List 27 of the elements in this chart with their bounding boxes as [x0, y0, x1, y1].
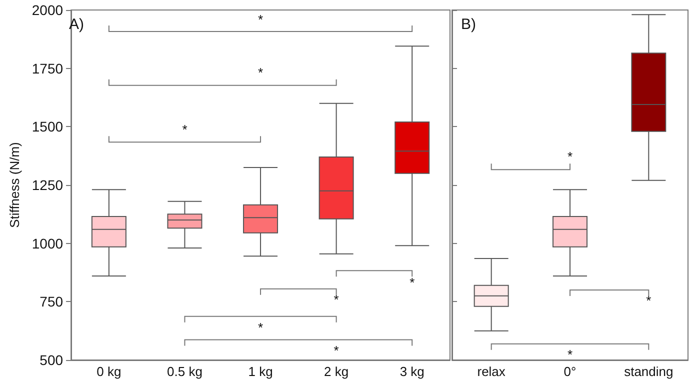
- x-tick-label: relax: [477, 364, 506, 379]
- y-tick-label: 1000: [32, 235, 64, 252]
- annotation: *: [567, 149, 573, 164]
- y-tick-label: 1250: [32, 177, 64, 193]
- y-tick-label: 1750: [32, 60, 64, 76]
- annotation: B): [461, 16, 476, 33]
- annotation: *: [334, 342, 339, 358]
- annotation: *: [410, 275, 415, 290]
- x-tick-label: 0.5 kg: [167, 364, 202, 379]
- annotation: *: [258, 320, 264, 336]
- x-tick-label: 1 kg: [248, 364, 273, 379]
- annotation: *: [182, 122, 188, 137]
- x-tick-label: standing: [624, 364, 674, 379]
- x-tick-label: 3 kg: [400, 364, 424, 379]
- annotation: *: [646, 292, 652, 308]
- x-tick-label: 0°: [564, 364, 576, 379]
- y-tick-label: 500: [40, 352, 64, 368]
- annotation: *: [334, 292, 339, 308]
- y-tick-label: 2000: [32, 2, 64, 18]
- annotation: *: [258, 12, 264, 27]
- x-tick-label: 0 kg: [96, 364, 122, 379]
- annotation: *: [567, 347, 573, 362]
- y-axis-title: Stiffness (N/m): [7, 142, 22, 228]
- y-tick-label: 750: [40, 294, 64, 310]
- y-tick-label: 1500: [32, 118, 64, 135]
- x-tick-label: 2 kg: [324, 364, 349, 379]
- annotation: *: [258, 65, 264, 80]
